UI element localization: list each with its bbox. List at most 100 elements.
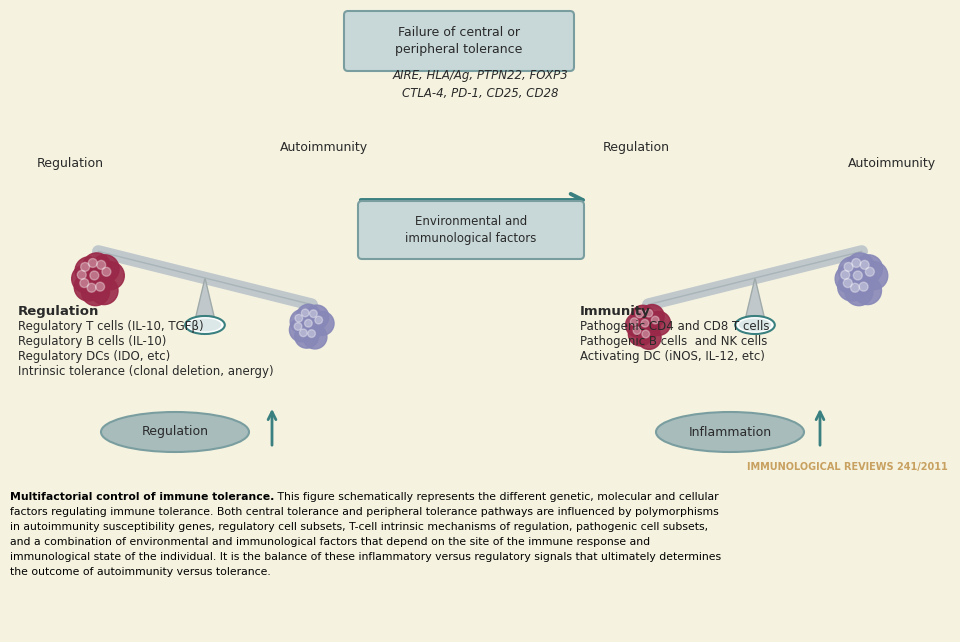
Circle shape: [83, 253, 110, 281]
Circle shape: [851, 283, 859, 292]
Circle shape: [96, 282, 105, 291]
Ellipse shape: [656, 412, 804, 452]
Circle shape: [631, 305, 655, 329]
Text: factors regulating immune tolerance. Both central tolerance and peripheral toler: factors regulating immune tolerance. Bot…: [10, 507, 719, 517]
Text: Autoimmunity: Autoimmunity: [279, 141, 368, 155]
Text: IMMUNOLOGICAL REVIEWS 241/2011: IMMUNOLOGICAL REVIEWS 241/2011: [747, 462, 948, 472]
Circle shape: [300, 329, 307, 336]
Circle shape: [852, 259, 861, 268]
Circle shape: [652, 317, 660, 324]
Text: the outcome of autoimmunity versus tolerance.: the outcome of autoimmunity versus toler…: [10, 567, 271, 577]
Circle shape: [80, 279, 88, 288]
Circle shape: [90, 271, 99, 280]
Text: Environmental and
immunological factors: Environmental and immunological factors: [405, 215, 537, 245]
Circle shape: [295, 315, 302, 322]
Circle shape: [845, 278, 873, 306]
Circle shape: [838, 257, 867, 285]
Text: Intrinsic tolerance (clonal deletion, anergy): Intrinsic tolerance (clonal deletion, an…: [18, 365, 274, 378]
Circle shape: [301, 309, 309, 317]
Circle shape: [853, 277, 881, 304]
Circle shape: [645, 309, 653, 317]
Circle shape: [308, 330, 316, 338]
Circle shape: [859, 282, 868, 291]
Circle shape: [82, 278, 109, 306]
Text: Regulatory B cells (IL-10): Regulatory B cells (IL-10): [18, 335, 166, 348]
Circle shape: [642, 330, 650, 338]
Polygon shape: [746, 278, 764, 316]
Circle shape: [297, 304, 321, 328]
Circle shape: [865, 267, 875, 276]
Circle shape: [636, 315, 660, 338]
Text: This figure schematically represents the different genetic, molecular and cellul: This figure schematically represents the…: [275, 492, 719, 502]
Circle shape: [295, 324, 319, 348]
Text: Regulatory DCs (IDO, etc): Regulatory DCs (IDO, etc): [18, 350, 170, 363]
Ellipse shape: [739, 318, 771, 331]
Text: Pathogenic B cells  and NK cells: Pathogenic B cells and NK cells: [580, 335, 767, 348]
Circle shape: [854, 255, 882, 282]
Circle shape: [300, 315, 324, 338]
Circle shape: [88, 259, 97, 268]
Circle shape: [853, 271, 862, 280]
FancyBboxPatch shape: [358, 201, 584, 259]
Ellipse shape: [185, 316, 225, 334]
Circle shape: [84, 265, 112, 293]
Circle shape: [97, 261, 106, 270]
Circle shape: [78, 270, 86, 279]
Text: Pathogenic CD4 and CD8 T cells: Pathogenic CD4 and CD8 T cells: [580, 320, 770, 333]
Text: Regulatory T cells (IL-10, TGFβ): Regulatory T cells (IL-10, TGFβ): [18, 320, 204, 333]
Circle shape: [860, 262, 888, 290]
Circle shape: [74, 273, 102, 301]
Circle shape: [636, 310, 643, 318]
Text: and a combination of environmental and immunological factors that depend on the : and a combination of environmental and i…: [10, 537, 650, 547]
Circle shape: [304, 305, 328, 329]
Circle shape: [72, 265, 100, 293]
Text: Regulation: Regulation: [36, 157, 104, 169]
Text: Autoimmunity: Autoimmunity: [848, 157, 936, 169]
Circle shape: [629, 322, 653, 346]
Circle shape: [289, 318, 313, 342]
Text: Inflammation: Inflammation: [688, 426, 772, 438]
Ellipse shape: [735, 316, 775, 334]
Circle shape: [841, 270, 850, 279]
Circle shape: [290, 309, 314, 334]
Circle shape: [640, 304, 664, 329]
Circle shape: [626, 313, 650, 337]
Circle shape: [838, 273, 866, 301]
Text: Regulation: Regulation: [141, 426, 208, 438]
Text: in autoimmunity susceptibility genes, regulatory cell subsets, T-cell intrinsic : in autoimmunity susceptibility genes, re…: [10, 522, 708, 532]
Circle shape: [315, 317, 323, 324]
Circle shape: [647, 311, 671, 335]
Polygon shape: [196, 278, 214, 316]
Text: AIRE, HLA/Ag, PTPN22, FOXP3
CTLA-4, PD-1, CD25, CD28: AIRE, HLA/Ag, PTPN22, FOXP3 CTLA-4, PD-1…: [392, 69, 568, 101]
Circle shape: [860, 261, 869, 270]
Circle shape: [309, 310, 317, 318]
Circle shape: [96, 262, 124, 290]
Text: Failure of central or
peripheral tolerance: Failure of central or peripheral toleran…: [396, 26, 522, 56]
Circle shape: [634, 327, 641, 334]
Text: Activating DC (iNOS, IL-12, etc): Activating DC (iNOS, IL-12, etc): [580, 350, 765, 363]
Circle shape: [631, 318, 638, 325]
Circle shape: [294, 322, 301, 330]
Ellipse shape: [189, 318, 221, 331]
Circle shape: [81, 263, 89, 272]
Ellipse shape: [101, 412, 249, 452]
Circle shape: [75, 257, 103, 285]
Circle shape: [310, 311, 334, 335]
Circle shape: [90, 277, 118, 304]
Text: immunological state of the individual. It is the balance of these inflammatory v: immunological state of the individual. I…: [10, 552, 721, 562]
Circle shape: [102, 267, 110, 276]
Circle shape: [844, 263, 853, 272]
FancyArrowPatch shape: [361, 194, 583, 206]
FancyBboxPatch shape: [344, 11, 574, 71]
Circle shape: [846, 253, 875, 281]
Circle shape: [843, 279, 852, 288]
Text: Regulation: Regulation: [18, 305, 100, 318]
Circle shape: [91, 255, 119, 282]
Text: Regulation: Regulation: [603, 141, 670, 155]
Circle shape: [304, 320, 312, 327]
Circle shape: [641, 320, 649, 327]
Circle shape: [87, 283, 96, 292]
Circle shape: [303, 325, 327, 349]
Circle shape: [637, 325, 661, 349]
Text: Immunity: Immunity: [580, 305, 651, 318]
